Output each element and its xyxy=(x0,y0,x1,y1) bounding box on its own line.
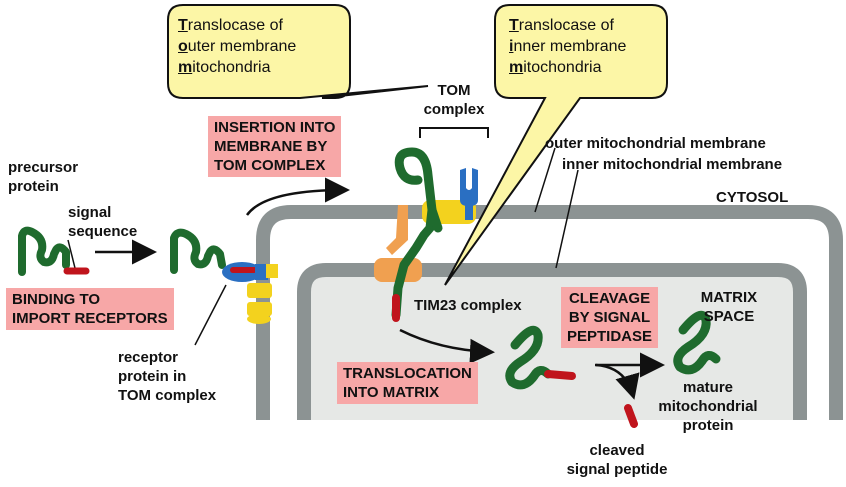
inner-membrane xyxy=(297,263,807,420)
step-insertion-line-1: INSERTION INTO xyxy=(214,119,336,136)
step-insertion-line-3: TOM COMPLEX xyxy=(214,157,326,174)
tom-complex-label-line-1: TOM xyxy=(437,82,471,99)
tom-callout-text: Translocase of outer membrane mitochondr… xyxy=(178,15,296,78)
precursor-protein-label-line-1: precursor xyxy=(8,159,79,176)
mature-protein-label-line-2: mitochondrial xyxy=(658,398,758,415)
step-translocation-line-2: INTO MATRIX xyxy=(343,384,440,401)
step-cleavage-box: CLEAVAGE BY SIGNAL PEPTIDASE xyxy=(561,287,659,348)
cytosol-label: CYTOSOL xyxy=(716,189,789,206)
tom-callout-initial-2: o xyxy=(178,38,188,55)
tim23-subunit-upper xyxy=(386,205,408,255)
receptor-protein-label: receptor protein in TOM complex xyxy=(118,348,216,405)
tim-callout-initial-3: m xyxy=(509,59,524,76)
cleaved-signal-peptide xyxy=(624,404,638,428)
receptor-leader xyxy=(194,284,227,346)
matrix-protein-with-signal xyxy=(505,325,553,390)
step-cleavage-line-3: PEPTIDASE xyxy=(567,328,653,345)
arrow-translocation xyxy=(399,328,495,364)
signal-sequence-label: signal sequence xyxy=(68,203,137,241)
precursor-protein xyxy=(18,226,70,276)
outer-membrane-label: outer mitochondrial membrane xyxy=(545,135,766,152)
tom-receptor xyxy=(460,168,478,206)
outer-membrane-leader xyxy=(534,147,556,213)
mature-protein-label-line-1: mature xyxy=(682,379,734,396)
step-binding-line-1: BINDING TO xyxy=(12,291,101,308)
receptor-base-foot xyxy=(247,314,271,324)
step-translocation-line-1: TRANSLOCATION xyxy=(343,365,472,382)
outer-membrane xyxy=(256,205,843,420)
receptor-base-lower xyxy=(247,302,272,316)
tom-callout-line-1: ranslocase of xyxy=(187,17,283,34)
mature-protein-label: mature mitochondrial protein xyxy=(638,378,778,435)
receptor-stalk xyxy=(266,264,278,278)
step-cleavage-line-2: BY SIGNAL xyxy=(568,309,651,326)
tom-complex-label: TOM complex xyxy=(418,81,490,119)
tom-callout-line-3: itochondria xyxy=(192,59,271,76)
mature-protein-label-line-3: protein xyxy=(682,417,734,434)
signal-sequence-label-line-2: sequence xyxy=(68,223,138,240)
inner-membrane-label: inner mitochondrial membrane xyxy=(562,156,783,173)
receptor-protein-label-line-2: protein in xyxy=(118,368,187,385)
tim23-complex-label: TIM23 complex xyxy=(414,297,522,314)
cleaved-signal-label-line-1: cleaved xyxy=(589,442,645,459)
step-insertion-line-2: MEMBRANE BY xyxy=(214,138,328,155)
signal-sequence-leader xyxy=(67,239,76,269)
step-translocation-box: TRANSLOCATION INTO MATRIX xyxy=(337,362,478,404)
tom-callout-initial-1: T xyxy=(178,17,188,34)
tom-callout-initial-3: m xyxy=(178,59,193,76)
receptor-base-upper xyxy=(247,283,272,298)
tim-callout-initial-1: T xyxy=(509,17,519,34)
receptor-protein-label-line-1: receptor xyxy=(118,349,179,366)
cleaved-signal-label-line-2: signal peptide xyxy=(566,461,668,478)
tom-complex-label-line-2: complex xyxy=(423,101,485,118)
bound-precursor-protein xyxy=(170,228,226,274)
cleaved-signal-label: cleaved signal peptide xyxy=(552,441,682,479)
translocating-protein xyxy=(391,147,437,320)
matrix-space-label-line-2: SPACE xyxy=(703,308,755,325)
tim-callout-initial-2: i xyxy=(509,38,514,55)
mature-protein xyxy=(673,310,721,375)
tom-callout-line-2: uter membrane xyxy=(187,38,297,55)
tom-callout-bubble xyxy=(167,4,429,99)
tim-callout-line-2: nner membrane xyxy=(513,38,627,55)
tim-callout-line-3: itochondria xyxy=(523,59,602,76)
tim-callout-text: Translocase of inner membrane mitochondr… xyxy=(509,15,626,78)
precursor-protein-label: precursor protein xyxy=(8,158,78,196)
matrix-space-label: MATRIX SPACE xyxy=(694,288,764,326)
step-insertion-box: INSERTION INTO MEMBRANE BY TOM COMPLEX xyxy=(208,116,342,177)
inner-membrane-leader xyxy=(555,169,579,269)
receptor-stalk-outer xyxy=(255,264,268,280)
arrow-insertion xyxy=(245,177,350,216)
tom-complex-bracket xyxy=(419,127,489,138)
signal-sequence-label-line-1: signal xyxy=(68,204,112,221)
tim-callout-line-1: ranslocase of xyxy=(518,17,614,34)
precursor-protein-label-line-2: protein xyxy=(8,178,59,195)
translocating-tail xyxy=(427,205,443,233)
step-binding-line-2: IMPORT RECEPTORS xyxy=(12,310,168,327)
receptor-protein-label-line-3: TOM complex xyxy=(118,387,217,404)
matrix-space-label-line-1: MATRIX xyxy=(700,289,758,306)
step-cleavage-line-1: CLEAVAGE xyxy=(568,290,651,307)
matrix-signal-sequence xyxy=(544,370,576,380)
step-binding-box: BINDING TO IMPORT RECEPTORS xyxy=(6,288,174,330)
tim-callout-bubble xyxy=(444,4,668,286)
